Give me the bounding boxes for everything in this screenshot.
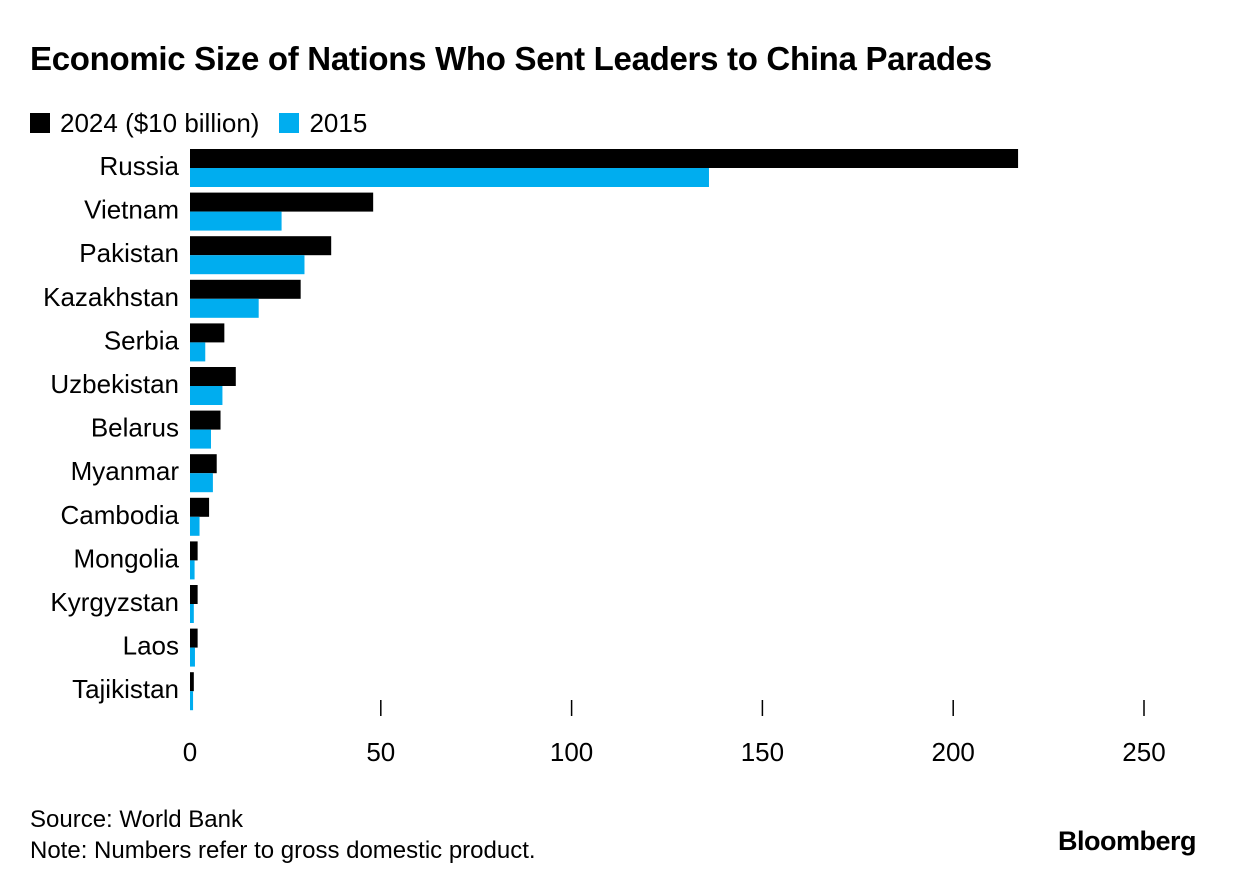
chart-title: Economic Size of Nations Who Sent Leader… — [30, 40, 992, 77]
bloomberg-logo: Bloomberg — [1058, 826, 1197, 856]
legend-item-2015: 2015 — [279, 108, 367, 139]
bar-uzbekistan-2024 — [190, 367, 236, 386]
legend-label-2024: 2024 ($10 billion) — [60, 107, 260, 138]
category-label-myanmar: Myanmar — [71, 456, 180, 486]
bar-pakistan-2015 — [190, 255, 305, 275]
category-label-kyrgyzstan: Kyrgyzstan — [50, 587, 179, 617]
category-label-serbia: Serbia — [104, 325, 180, 355]
bar-kyrgyzstan-2024 — [190, 585, 198, 604]
bar-mongolia-2024 — [190, 541, 198, 561]
bar-uzbekistan-2015 — [190, 386, 223, 405]
bar-belarus-2024 — [190, 410, 221, 430]
legend-item-2024: 2024 ($10 billion) — [30, 108, 259, 139]
bar-laos-2015 — [190, 647, 195, 667]
category-label-uzbekistan: Uzbekistan — [50, 369, 179, 399]
category-label-russia: Russia — [100, 151, 180, 181]
bar-cambodia-2024 — [190, 497, 210, 517]
x-tick-label-50: 50 — [366, 737, 395, 767]
category-label-belarus: Belarus — [91, 413, 179, 443]
bar-mongolia-2015 — [190, 560, 195, 580]
category-label-tajikistan: Tajikistan — [72, 674, 179, 704]
bar-laos-2024 — [190, 628, 198, 648]
x-tick-label-0: 0 — [183, 737, 197, 767]
legend-swatch-2015 — [279, 113, 300, 133]
legend: 2024 ($10 billion) 2015 — [30, 107, 387, 139]
bar-russia-2015 — [190, 168, 709, 187]
footer-notes: Source: World Bank Note: Numbers refer t… — [30, 804, 536, 866]
footnote: Note: Numbers refer to gross domestic pr… — [30, 837, 536, 864]
bar-tajikistan-2015 — [190, 691, 194, 711]
category-label-kazakhstan: Kazakhstan — [43, 282, 179, 312]
legend-label-2015: 2015 — [309, 107, 368, 138]
bar-myanmar-2015 — [190, 473, 213, 493]
bar-belarus-2015 — [190, 429, 211, 449]
category-label-mongolia: Mongolia — [73, 543, 179, 573]
bar-serbia-2024 — [190, 323, 225, 343]
bar-vietnam-2015 — [190, 211, 282, 231]
bar-kyrgyzstan-2015 — [190, 604, 194, 623]
category-label-pakistan: Pakistan — [79, 238, 179, 268]
bar-pakistan-2024 — [190, 236, 332, 256]
bar-cambodia-2015 — [190, 516, 200, 536]
bar-kazakhstan-2024 — [190, 279, 301, 299]
x-tick-label-150: 150 — [741, 737, 784, 767]
bar-vietnam-2024 — [190, 192, 374, 212]
x-tick-label-250: 250 — [1122, 737, 1165, 767]
category-label-laos: Laos — [123, 631, 179, 661]
bar-myanmar-2024 — [190, 454, 217, 474]
bar-russia-2024 — [190, 149, 1019, 168]
bar-serbia-2015 — [190, 342, 206, 362]
category-label-vietnam: Vietnam — [84, 195, 179, 225]
bar-kazakhstan-2015 — [190, 298, 259, 318]
legend-swatch-2024 — [30, 113, 50, 133]
x-tick-label-100: 100 — [550, 737, 593, 767]
x-tick-label-200: 200 — [932, 737, 975, 767]
category-label-cambodia: Cambodia — [60, 500, 179, 530]
bar-tajikistan-2024 — [190, 672, 194, 692]
source-note: Source: World Bank — [30, 806, 243, 833]
